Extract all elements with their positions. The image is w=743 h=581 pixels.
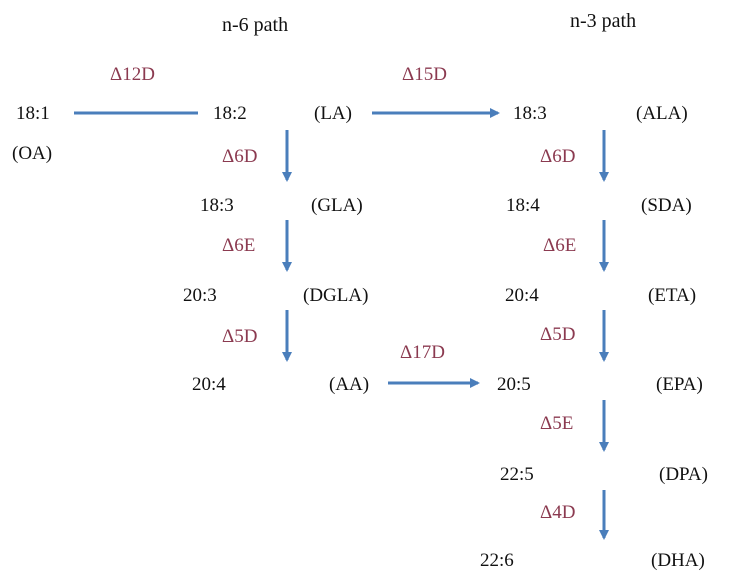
n6-enzyme-d6e-label: Δ6E [222,235,256,256]
n3-node-sda-formula: 18:4 [506,195,540,216]
n6-node-gla-abbr: (GLA) [311,195,363,216]
enzyme-d12d-label: Δ12D [110,64,155,85]
n6-node-la-formula: 18:2 [213,103,247,124]
header-n3-path: n-3 path [570,10,637,32]
enzyme-d15d-label: Δ15D [402,64,447,85]
n6-node-dgla-formula: 20:3 [183,285,217,306]
n6-node-gla-formula: 18:3 [200,195,234,216]
n3-enzyme-d5e-label: Δ5E [540,413,574,434]
enzyme-d17d-label: Δ17D [400,342,445,363]
n3-enzyme-d6e-label: Δ6E [543,235,577,256]
n3-node-eta-abbr: (ETA) [648,285,697,306]
n3-enzyme-d5d-label: Δ5D [540,324,576,345]
n3-node-dpa-formula: 22:5 [500,464,534,485]
n6-enzyme-d5d-label: Δ5D [222,326,258,347]
oa-abbr: (OA) [12,143,53,164]
header-n6-path: n-6 path [222,14,289,36]
n3-node-ala-abbr: (ALA) [636,103,688,124]
n3-node-dha-abbr: (DHA) [651,550,705,571]
n3-node-epa-abbr: (EPA) [656,374,703,395]
n3-node-ala-formula: 18:3 [513,103,547,124]
n3-node-eta-formula: 20:4 [505,285,539,306]
n3-node-dha-formula: 22:6 [480,550,514,571]
n6-node-aa-formula: 20:4 [192,374,226,395]
n3-node-sda-abbr: (SDA) [641,195,692,216]
oa-formula: 18:1 [16,103,50,124]
n6-enzyme-d6d-label: Δ6D [222,146,258,167]
n3-enzyme-d6d-label: Δ6D [540,146,576,167]
n6-node-dgla-abbr: (DGLA) [303,285,369,306]
n3-node-epa-formula: 20:5 [497,374,531,395]
n3-enzyme-d4d-label: Δ4D [540,502,576,523]
n3-node-dpa-abbr: (DPA) [659,464,708,485]
n6-node-aa-abbr: (AA) [329,374,370,395]
n6-node-la-abbr: (LA) [314,103,352,124]
